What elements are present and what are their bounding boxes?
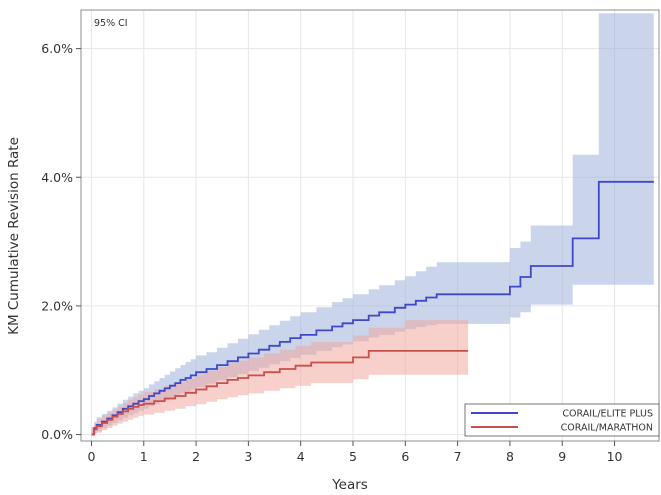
legend-label-corail-elite-plus: CORAIL/ELITE PLUS <box>562 409 653 420</box>
legend-label-corail-marathon: CORAIL/MARATHON <box>561 423 653 434</box>
x-tick-label: 2 <box>192 449 200 464</box>
y-tick-label: 4.0% <box>41 170 73 185</box>
plot-frame <box>80 9 660 442</box>
legend-box <box>464 403 660 437</box>
x-tick-label: 8 <box>506 449 514 464</box>
y-tick-label: 2.0% <box>41 298 73 313</box>
ci-band-corail-marathon <box>91 320 469 435</box>
series-line-corail-elite-plus <box>91 180 654 436</box>
legend: CORAIL/ELITE PLUS CORAIL/MARATHON <box>464 403 660 437</box>
x-tick-label: 4 <box>297 449 305 464</box>
y-axis-ticks: 0.0% 2.0% 4.0% 6.0% <box>41 41 81 442</box>
y-tick-label: 6.0% <box>41 41 73 56</box>
x-tick-label: 6 <box>401 449 409 464</box>
x-tick-label: 10 <box>607 449 623 464</box>
x-tick-label: 0 <box>87 449 95 464</box>
series-line-corail-marathon <box>91 349 469 436</box>
x-axis-ticks: 0 1 2 3 4 5 6 7 8 9 10 <box>87 441 623 464</box>
y-axis-title: KM Cumulative Revision Rate <box>6 137 22 335</box>
y-tick-label: 0.0% <box>41 427 73 442</box>
x-tick-label: 9 <box>558 449 566 464</box>
x-axis-title: Years <box>331 477 368 493</box>
x-tick-label: 3 <box>244 449 252 464</box>
series-lines <box>91 180 654 436</box>
x-tick-label: 1 <box>140 449 148 464</box>
ci-annotation: 95% CI <box>94 18 128 29</box>
x-tick-label: 5 <box>349 449 357 464</box>
confidence-bands <box>91 13 654 435</box>
x-tick-label: 7 <box>454 449 462 464</box>
